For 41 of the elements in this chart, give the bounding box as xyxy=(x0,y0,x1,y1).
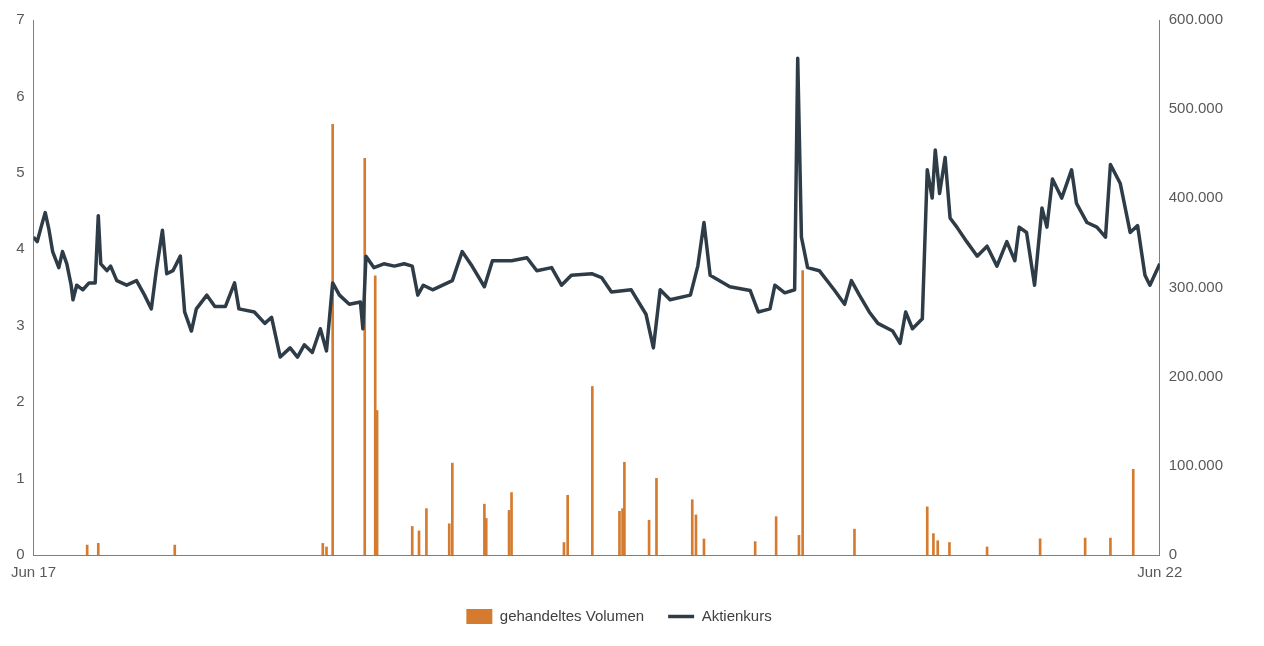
y2-tick-label: 600.000 xyxy=(1168,10,1224,28)
y-tick-label: 2 xyxy=(16,392,25,410)
bar xyxy=(321,543,325,555)
bar xyxy=(932,533,935,555)
bar xyxy=(655,477,658,555)
bar xyxy=(96,543,100,555)
bar xyxy=(948,542,951,555)
bar xyxy=(85,544,89,555)
bar xyxy=(690,499,694,555)
bar xyxy=(1131,469,1135,555)
y2-tick-label: 400.000 xyxy=(1168,188,1224,206)
x-tick-label: Jun 17 xyxy=(10,563,57,581)
y2-tick-label: 200.000 xyxy=(1168,366,1224,384)
bar xyxy=(510,492,513,555)
bar xyxy=(1109,537,1112,555)
y2-tick-label: 0 xyxy=(1168,545,1178,563)
y-tick-label: 7 xyxy=(16,10,25,28)
y-tick-label: 1 xyxy=(16,468,25,486)
bar xyxy=(173,544,177,555)
y-tick-label: 0 xyxy=(16,545,25,563)
bar xyxy=(425,508,428,555)
bar xyxy=(623,461,626,555)
legend-label: gehandeltes Volumen xyxy=(499,606,645,624)
y-tick-label: 6 xyxy=(16,86,25,104)
x-tick-label: Jun 22 xyxy=(1137,563,1183,581)
bar xyxy=(925,506,929,555)
y-tick-label: 5 xyxy=(16,163,25,180)
bar xyxy=(450,462,454,555)
bar xyxy=(853,528,856,555)
y2-tick-label: 500.000 xyxy=(1168,99,1224,117)
bar xyxy=(331,124,334,555)
bar xyxy=(591,386,594,555)
y-tick-label: 3 xyxy=(16,315,25,333)
bar xyxy=(410,526,414,555)
bar xyxy=(566,494,569,555)
bar xyxy=(801,270,804,555)
y2-tick-label: 300.000 xyxy=(1168,277,1224,295)
y-tick-label: 4 xyxy=(16,239,25,257)
bar xyxy=(325,546,328,555)
y2-tick-label: 100.000 xyxy=(1168,455,1224,473)
legend-label: Aktienkurs xyxy=(701,606,772,624)
